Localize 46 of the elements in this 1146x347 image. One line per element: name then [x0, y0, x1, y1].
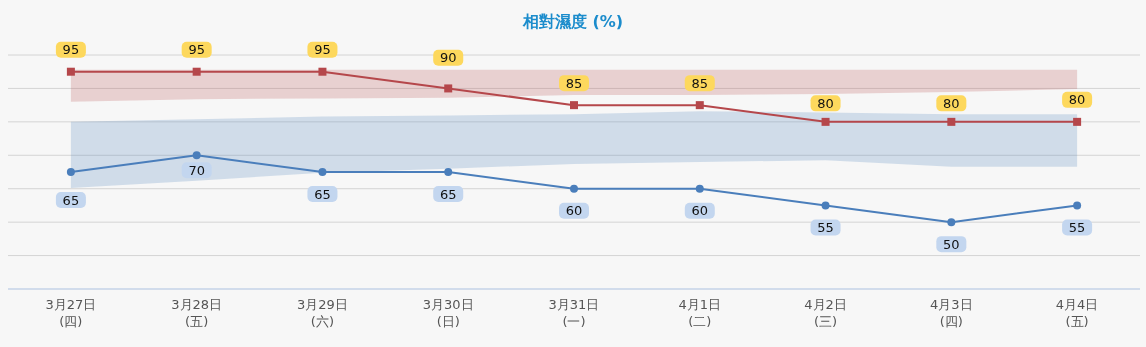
point	[444, 84, 453, 93]
data-label: 70	[188, 162, 205, 178]
x-tick-label: 3月30日 (日)	[422, 297, 474, 329]
point	[947, 117, 956, 126]
data-label: 95	[188, 42, 205, 58]
point	[66, 67, 75, 76]
x-tick-label: 3月28日 (五)	[171, 297, 223, 329]
data-label: 85	[691, 75, 709, 91]
data-label: 60	[691, 203, 709, 219]
x-tick-label: 3月29日 (六)	[297, 297, 348, 329]
point	[695, 101, 704, 110]
point	[570, 101, 578, 110]
point	[192, 67, 201, 76]
point	[192, 151, 201, 160]
x-tick-label: 4月4日 (五)	[1055, 297, 1099, 329]
chart-title: 相對濕度 (%)	[521, 12, 624, 31]
data-label: 65	[314, 186, 331, 202]
point	[1073, 201, 1082, 210]
data-label: 60	[565, 203, 583, 219]
point	[318, 168, 327, 176]
data-label: 95	[314, 42, 331, 58]
data-label: 80	[817, 95, 834, 111]
point	[695, 184, 704, 193]
point	[821, 117, 830, 126]
point	[1073, 117, 1082, 126]
x-tick-label: 4月1日 (二)	[678, 297, 722, 329]
point	[947, 218, 956, 227]
data-label: 80	[943, 95, 960, 111]
data-label: 50	[943, 236, 960, 252]
point	[66, 168, 75, 176]
data-label: 85	[565, 75, 583, 91]
data-label: 65	[62, 192, 80, 208]
data-label: 65	[439, 186, 457, 202]
data-label: 55	[1068, 219, 1086, 235]
data-label: 55	[817, 219, 834, 235]
x-tick-label: 3月27日 (四)	[45, 297, 97, 329]
point	[444, 168, 453, 176]
data-label: 95	[62, 42, 80, 58]
x-tick-label: 4月3日 (四)	[930, 297, 973, 329]
x-tick-label: 4月2日 (三)	[804, 297, 847, 329]
point	[570, 184, 578, 193]
x-tick-label: 3月31日 (一)	[548, 297, 600, 329]
data-label: 90	[439, 50, 457, 66]
point	[821, 201, 830, 210]
data-label: 80	[1068, 92, 1086, 108]
point	[318, 67, 327, 76]
